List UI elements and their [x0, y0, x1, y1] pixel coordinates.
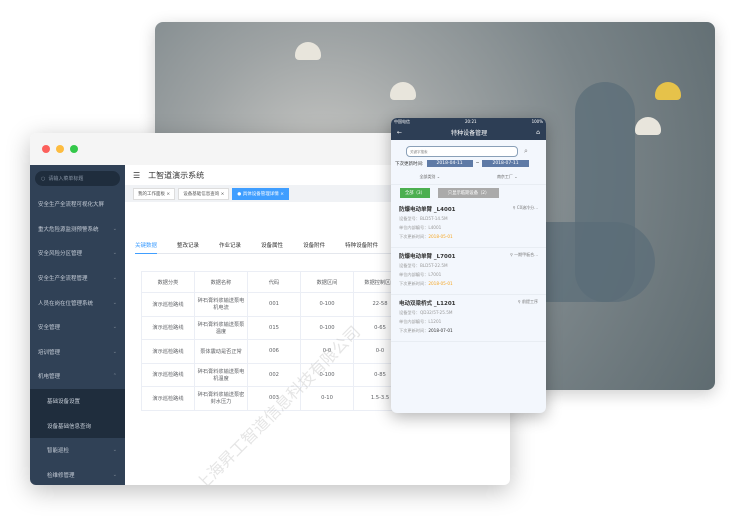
location-icon: ⚲	[509, 252, 513, 257]
tag[interactable]: 设备基础信息查询 ×	[178, 187, 230, 200]
table-cell: 演示巡检路线	[141, 292, 195, 317]
sidebar-item[interactable]: 人员在岗在位管理系统 ⌄	[38, 299, 117, 307]
table-cell: 碎石膏料浆输送泵电机温度	[194, 362, 248, 387]
chevron-icon: ⌄	[112, 250, 117, 257]
table-cell: 碎石膏料浆输送泵泵温度	[194, 315, 248, 340]
back-icon[interactable]: ←	[397, 129, 403, 136]
app-title: 工智道演示系统	[148, 170, 205, 180]
tab[interactable]: 整改记录	[177, 243, 200, 249]
table-cell: 0-10	[300, 386, 354, 411]
chevron-icon: ⌄	[112, 471, 117, 478]
nav-bar: ← 特种设备管理 ⌂	[391, 125, 546, 140]
sidebar-subitem[interactable]: 设备基础信息查询	[30, 413, 125, 438]
table-cell: 碎石膏料浆输送泵密封水压力	[194, 386, 248, 411]
tab-bar: 关键数据 整改记录 作业记录 设备属性 设备附件 特种设备附件	[135, 241, 395, 254]
tab[interactable]: 设备附件	[303, 243, 326, 249]
sidebar-item[interactable]: 培训管理 ⌄	[38, 348, 117, 356]
chevron-icon: ⌄	[112, 348, 117, 355]
key-data-table: 数据分类 数据名称 代码 数据区间 数据控制区间 演示巡检路线 碎石膏料浆输送泵电机电流 00…	[141, 271, 407, 411]
equipment-card[interactable]: 防爆电动单臂 _L4001 ⚲ C0溶冷分... 设备型号：BLD5T-14.5M…	[391, 201, 546, 248]
keyword-search-input[interactable]: 关键字搜索	[406, 146, 518, 157]
chevron-icon: ⌄	[112, 275, 117, 282]
table-cell: 碎石膏料浆输送泵电机电流	[194, 292, 248, 317]
tag[interactable]: ● 具体设备管理详情 ×	[232, 187, 289, 200]
page-title: 特种设备管理	[451, 130, 488, 137]
expiring-only-button[interactable]: 只显示临期设备（2）	[437, 188, 500, 198]
chevron-icon: ⌄	[112, 225, 117, 232]
sidebar-item[interactable]: 安全管理 ⌄	[38, 324, 117, 332]
factory-filter[interactable]: 南京工厂 ⌄	[496, 174, 518, 179]
minimize-button[interactable]	[56, 145, 64, 153]
tab[interactable]: 作业记录	[219, 243, 242, 249]
date-to[interactable]: 2018-07-11	[482, 160, 529, 167]
sidebar-item[interactable]: 机电管理 ⌃	[38, 373, 117, 381]
close-button[interactable]	[42, 145, 50, 153]
sidebar-subitem[interactable]: 智能巡检 ⌄	[47, 447, 117, 455]
sidebar-item[interactable]: 安全风险分区管理 ⌄	[38, 250, 117, 258]
table-cell: 001	[247, 292, 301, 317]
sidebar-item[interactable]: 安全生产全流程可视化大屏	[38, 202, 105, 209]
home-icon[interactable]: ⌂	[536, 129, 540, 136]
column-header: 数据分类	[141, 271, 195, 293]
column-header: 数据名称	[194, 271, 248, 293]
table-cell: 演示巡检路线	[141, 315, 195, 340]
table-row: 演示巡检路线 碎石膏料浆输送泵电机电流 001 0-100 22-58	[141, 292, 407, 317]
table-cell: 演示巡检路线	[141, 339, 195, 364]
location-icon: ⚲	[517, 299, 521, 304]
table-row: 演示巡检路线 碎石膏料浆输送泵电机温度 002 0-100 0-85	[141, 362, 407, 387]
sidebar-subitem[interactable]: 基础设备设置	[30, 388, 125, 414]
chevron-icon: ⌃	[112, 373, 117, 380]
table-cell: 演示巡检路线	[141, 362, 195, 387]
table-cell: 演示巡检路线	[141, 386, 195, 411]
column-header: 数据区间	[300, 271, 354, 293]
tab[interactable]: 特种设备附件	[345, 243, 379, 249]
table-cell: 015	[247, 315, 301, 340]
column-header: 代码	[247, 271, 301, 293]
equipment-card[interactable]: 电动双梁桥式 _L1201 ⚲ 前提工序 设备型号：QD32/5T-25.5M 单…	[391, 295, 546, 342]
table-row: 演示巡检路线 碎石膏料浆输送泵泵温度 015 0-100 0-65	[141, 315, 407, 340]
date-from[interactable]: 2018-04-11	[426, 160, 473, 167]
search-icon: ○	[41, 175, 46, 182]
sidebar-subitem[interactable]: 检维修管理 ⌄	[47, 471, 117, 479]
equipment-card[interactable]: 防爆电动单臂 _L7001 ⚲ 一期甲板合... 设备型号：BLD5T-22.5M…	[391, 248, 546, 295]
sidebar-item[interactable]: 重大危险源监测预警系统 ⌄	[38, 225, 117, 233]
table-cell: 006	[247, 339, 301, 364]
table-cell: 0-100	[300, 292, 354, 317]
table-cell: 0-100	[300, 362, 354, 387]
tag[interactable]: 我的工作面板 ×	[133, 187, 176, 200]
phone-mockup: 中国电信 20:21 100% ← 特种设备管理 ⌂ 关键字搜索 ⌕ 下次更新时间: 20…	[391, 118, 546, 413]
table-cell: 泵体震动是否正常	[194, 339, 248, 364]
all-button[interactable]: 全部（3）	[400, 188, 430, 198]
tab[interactable]: 设备属性	[261, 243, 284, 249]
tab[interactable]: 关键数据	[135, 241, 158, 254]
table-cell: 0-100	[300, 315, 354, 340]
sidebar-item[interactable]: 安全生产全流程管理 ⌄	[38, 275, 117, 283]
chevron-icon: ⌄	[112, 447, 117, 454]
maximize-button[interactable]	[70, 145, 78, 153]
search-icon[interactable]: ⌕	[524, 147, 528, 155]
table-cell: 003	[247, 386, 301, 411]
chevron-icon: ⌄	[112, 299, 117, 306]
menu-search-input[interactable]: ○ 请输入菜单标题	[35, 171, 120, 186]
menu-toggle-icon[interactable]: ☰	[133, 170, 141, 180]
table-cell: 002	[247, 362, 301, 387]
sidebar: ○ 请输入菜单标题 安全生产全流程可视化大屏重大危险源监测预警系统 ⌄ 安全风险分区管…	[30, 165, 125, 485]
location-icon: ⚲	[512, 205, 516, 210]
table-row: 演示巡检路线 泵体震动是否正常 006 0-0 0-0	[141, 339, 407, 364]
chevron-icon: ⌄	[112, 324, 117, 331]
status-bar: 中国电信 20:21 100%	[391, 118, 546, 125]
type-filter[interactable]: 全部类别 ⌄	[419, 174, 441, 179]
